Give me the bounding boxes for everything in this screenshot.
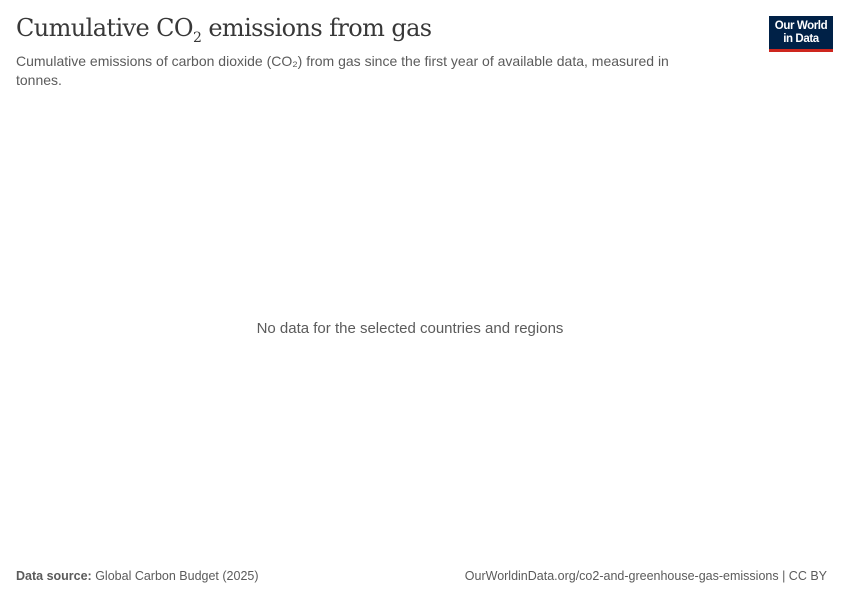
license-link[interactable]: CC BY — [788, 569, 827, 583]
owid-logo[interactable]: Our World in Data — [769, 16, 833, 52]
data-source: Data source: Global Carbon Budget (2025) — [16, 569, 259, 583]
title-text-suffix: emissions from gas — [201, 14, 432, 42]
source-label: Data source: — [16, 569, 92, 583]
footer-links: OurWorldinData.org/co2-and-greenhouse-ga… — [465, 569, 827, 583]
no-data-message: No data for the selected countries and r… — [256, 320, 564, 337]
title-text: Cumulative CO — [16, 14, 194, 42]
title-subscript: 2 — [192, 29, 202, 46]
logo-line-2: in Data — [783, 32, 819, 45]
chart-subtitle: Cumulative emissions of carbon dioxide (… — [16, 53, 669, 88]
chart-title: Cumulative CO2 emissions from gas — [16, 14, 432, 46]
source-value[interactable]: Global Carbon Budget (2025) — [91, 569, 259, 583]
separator: | — [778, 569, 789, 583]
logo-line-1: Our World — [774, 20, 828, 32]
source-url-link[interactable]: OurWorldinData.org/co2-and-greenhouse-ga… — [464, 569, 779, 583]
